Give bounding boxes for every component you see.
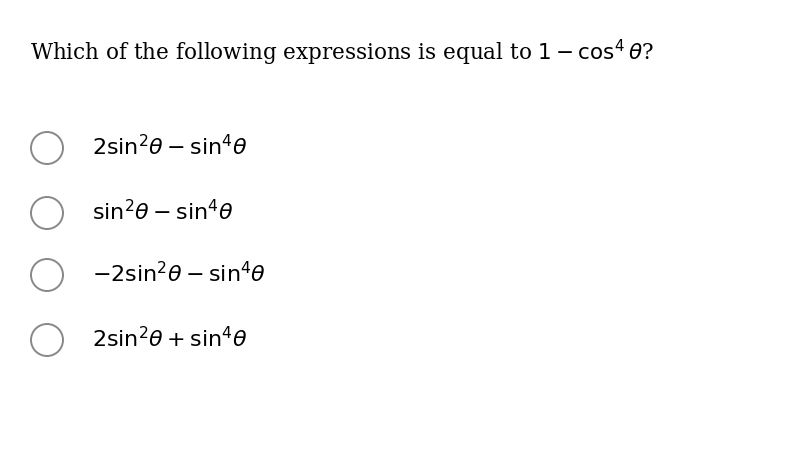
Text: $2\sin^2\!\theta - \sin^4\!\theta$: $2\sin^2\!\theta - \sin^4\!\theta$ [92,136,247,161]
Text: Which of the following expressions is equal to $1 - \cos^4 \theta$?: Which of the following expressions is eq… [30,38,654,68]
Text: $2\sin^2\!\theta + \sin^4\!\theta$: $2\sin^2\!\theta + \sin^4\!\theta$ [92,327,247,353]
Text: $-2\sin^2\!\theta - \sin^4\!\theta$: $-2\sin^2\!\theta - \sin^4\!\theta$ [92,262,266,288]
Text: $\sin^2\!\theta - \sin^4\!\theta$: $\sin^2\!\theta - \sin^4\!\theta$ [92,201,234,226]
